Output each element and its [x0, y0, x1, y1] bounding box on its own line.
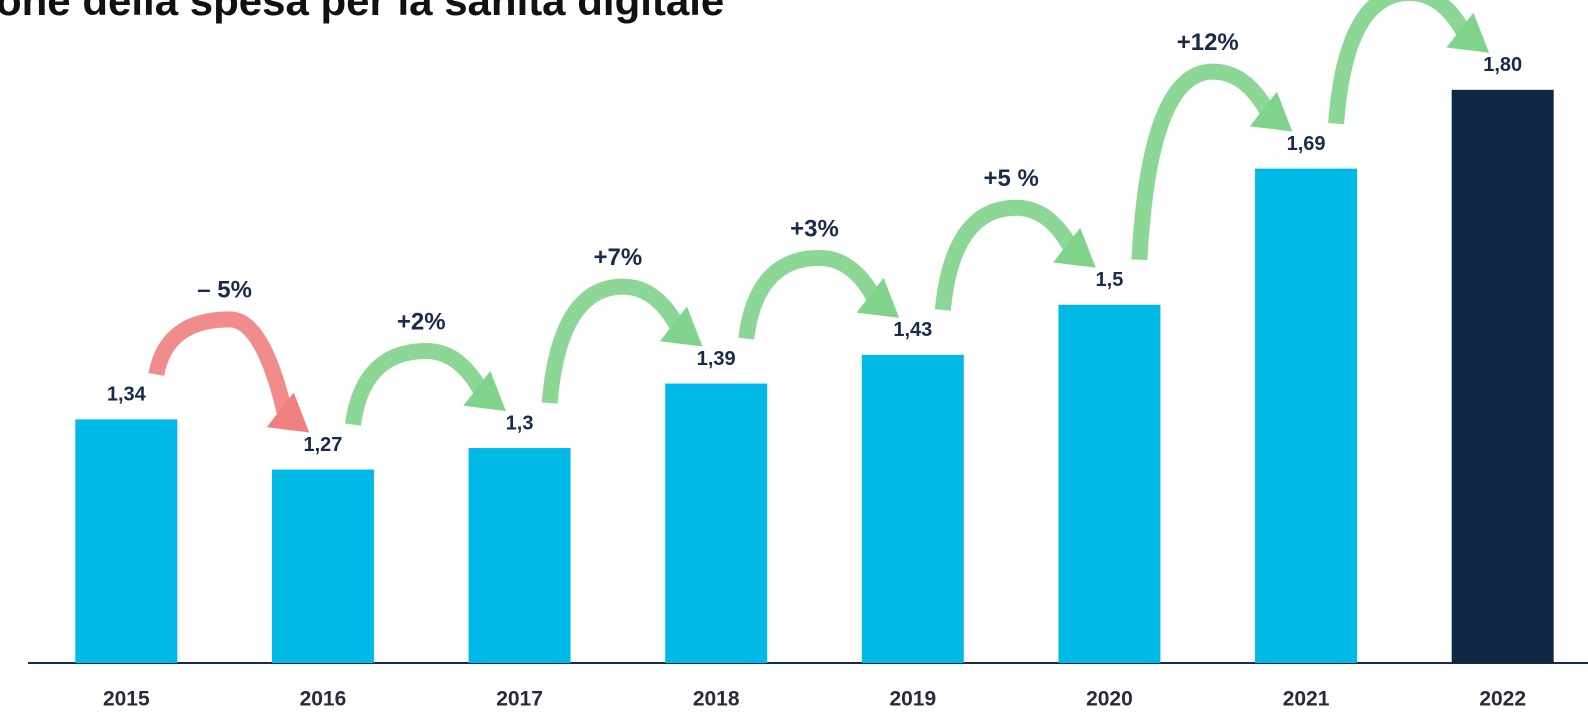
x-tick-label: 2020: [1086, 688, 1133, 711]
change-arrow: [1328, 0, 1472, 125]
arrow-head: [1249, 91, 1293, 132]
chart-title: one della spesa per la sanità digitale: [0, 0, 724, 24]
change-arrow: [738, 249, 882, 340]
bar: [1451, 89, 1554, 663]
arrow-head: [463, 371, 506, 411]
change-arrow: [1131, 63, 1276, 261]
bar: [271, 469, 374, 663]
value-label: 1,34: [107, 384, 147, 406]
value-label: 1,39: [697, 348, 736, 370]
change-arrow: [345, 343, 489, 426]
arrow-head: [856, 277, 900, 318]
bar: [861, 354, 964, 663]
change-label: +5 %: [983, 165, 1038, 192]
value-label: 1,27: [303, 434, 342, 456]
value-label: 1,3: [506, 412, 534, 434]
x-tick-label: 2015: [103, 688, 150, 711]
bar: [1255, 168, 1358, 663]
x-tick-label: 2017: [496, 688, 543, 711]
x-tick-label: 2021: [1283, 688, 1330, 711]
arrow-head: [266, 392, 310, 433]
arrow-head: [659, 306, 703, 347]
bar: [665, 383, 768, 663]
x-tick-label: 2016: [300, 688, 347, 711]
value-label: 1,80: [1483, 54, 1522, 76]
x-tick-label: 2022: [1479, 688, 1526, 711]
change-arrow: [148, 311, 293, 416]
value-label: 1,43: [893, 319, 932, 341]
bar: [75, 419, 178, 663]
change-label: +7%: [594, 244, 643, 271]
change-label: +3%: [790, 215, 839, 242]
change-label: +2%: [397, 308, 446, 335]
change-arrow: [541, 278, 686, 404]
bar: [1058, 304, 1161, 663]
bar: [468, 448, 571, 663]
arrow-head: [1446, 12, 1490, 53]
change-arrow: [934, 199, 1079, 311]
x-tick-label: 2019: [889, 688, 936, 711]
change-label: – 5%: [197, 277, 252, 304]
value-label: 1,5: [1096, 269, 1124, 291]
x-tick-label: 2018: [693, 688, 740, 711]
arrow-head: [1053, 227, 1096, 268]
value-label: 1,69: [1287, 133, 1326, 155]
change-label: +12%: [1177, 29, 1239, 56]
